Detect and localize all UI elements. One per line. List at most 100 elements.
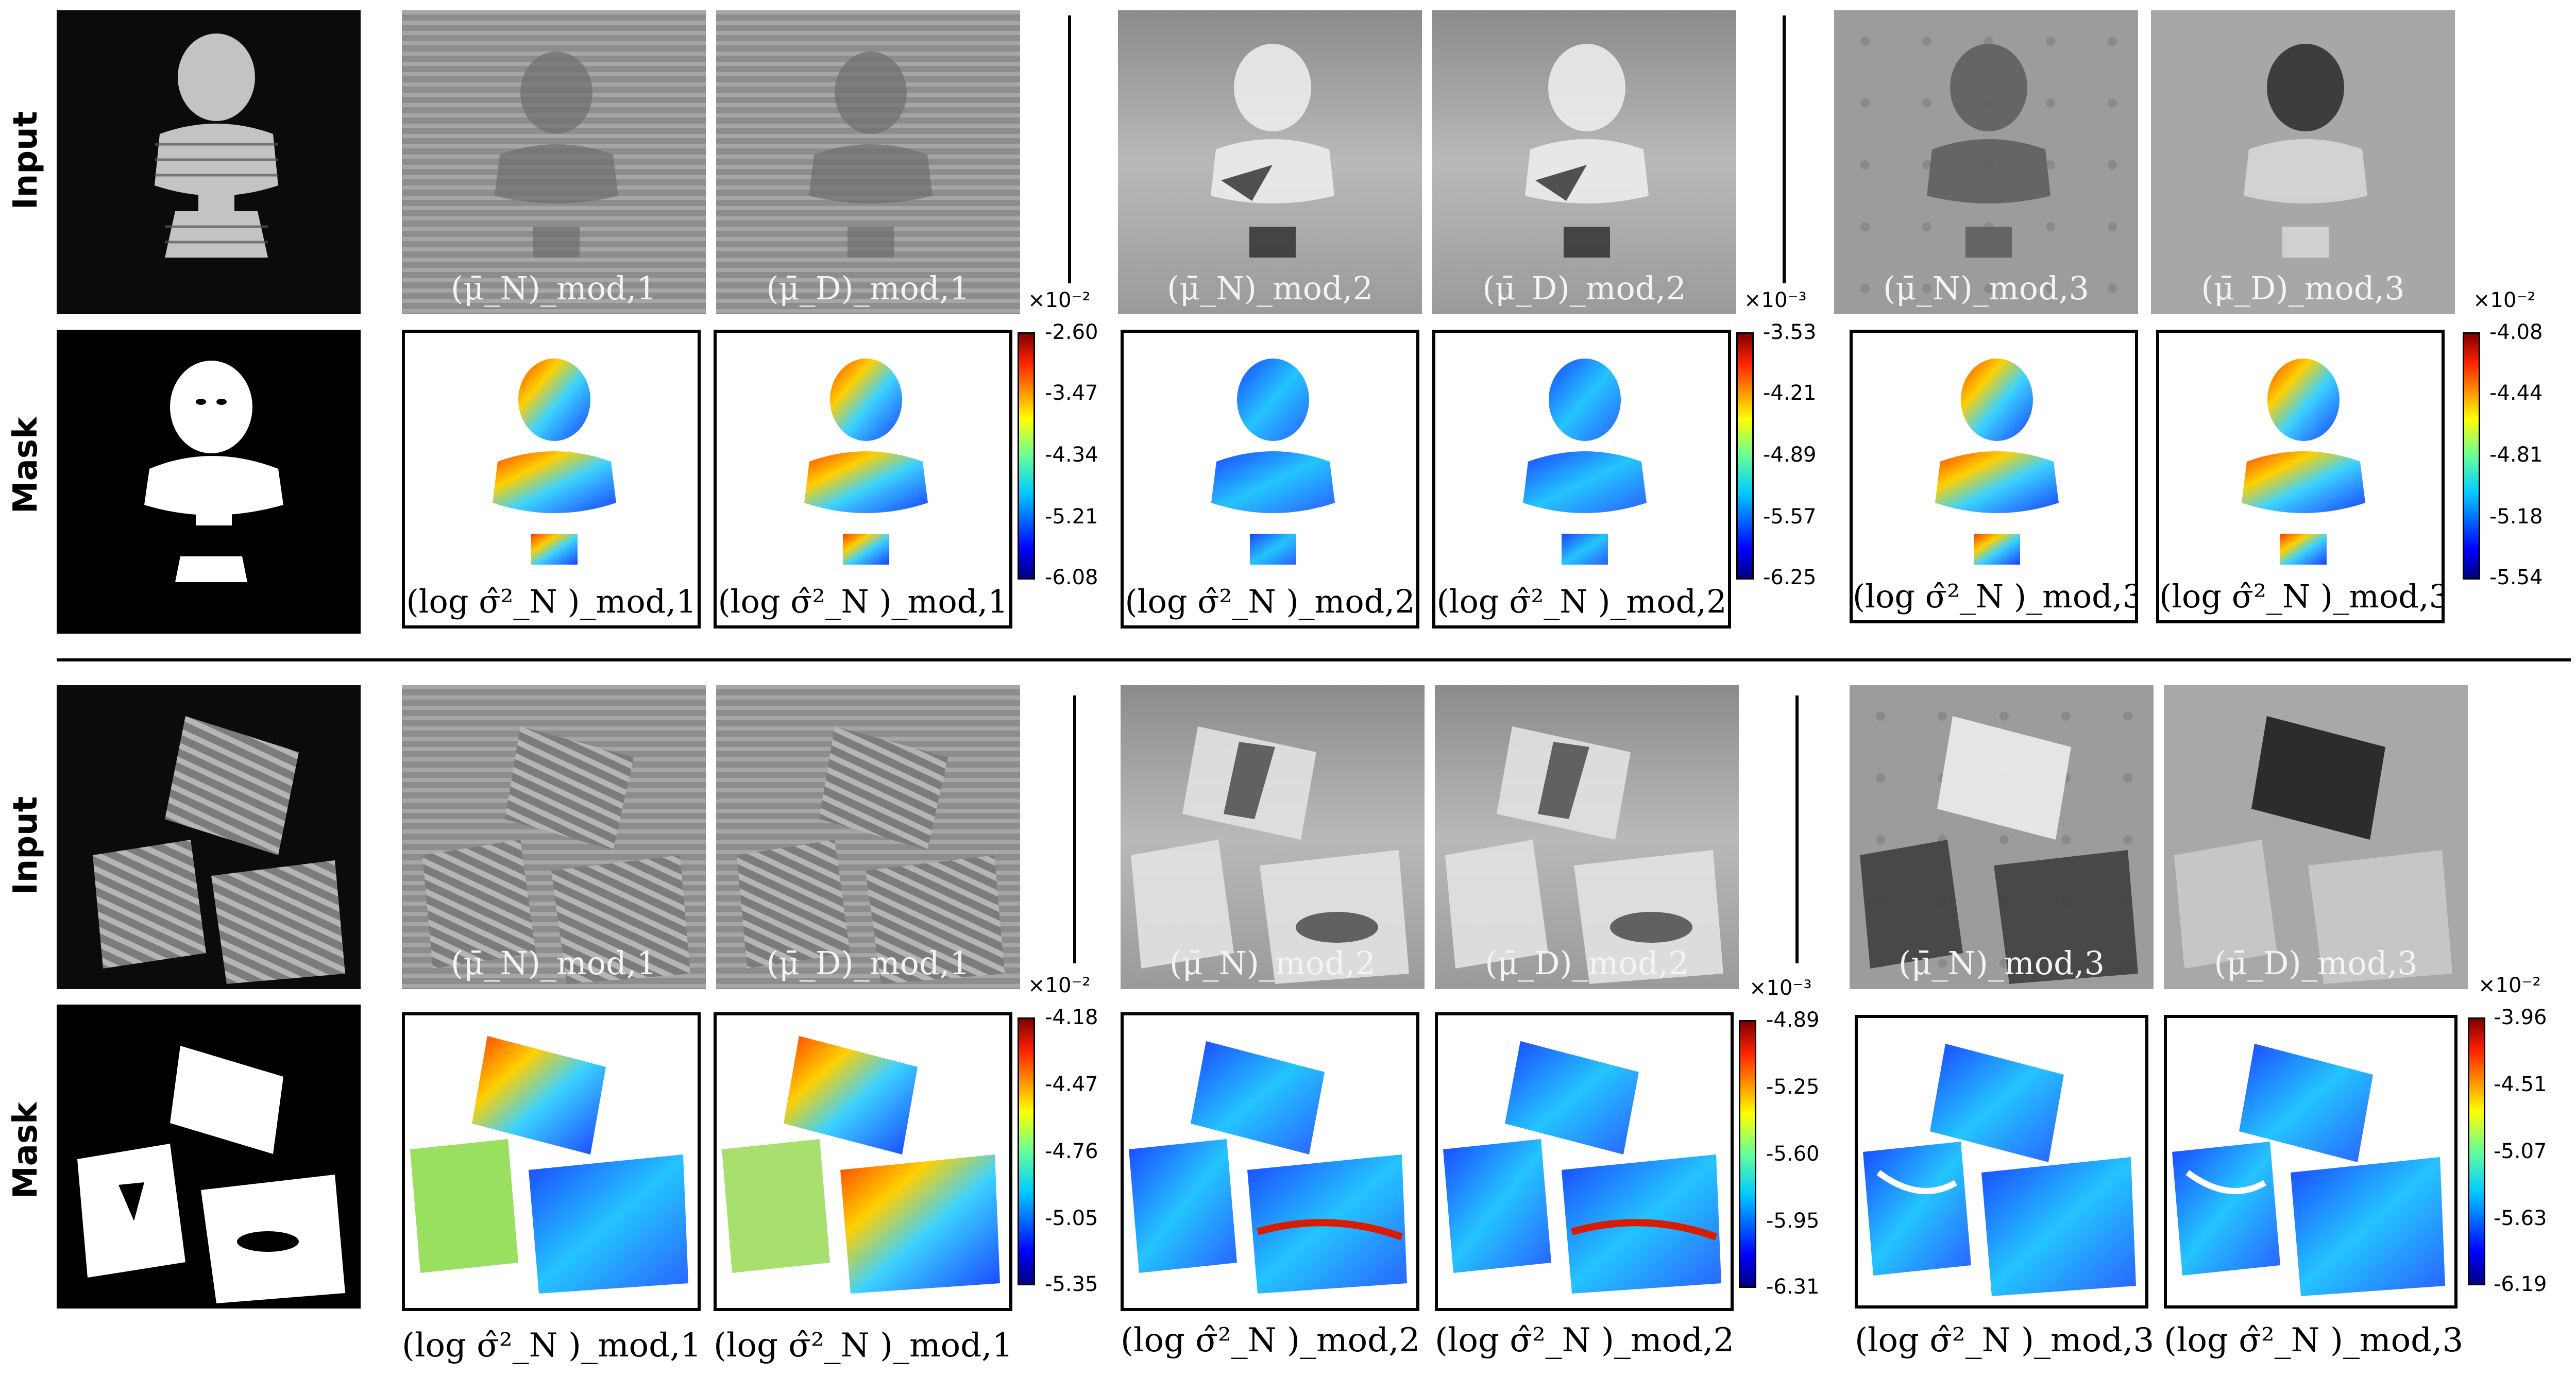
colorbar-2-bottom-tick-0: -4.89 — [1766, 1008, 1820, 1032]
colorbar-3-bottom-tick-2: -5.07 — [2494, 1140, 2547, 1163]
colorbar-3-top-tick-3: -5.18 — [2489, 505, 2543, 529]
colorbar-3-top-tick-4: -5.54 — [2489, 566, 2543, 589]
mu-N-mod1-bottom: (μ̄_N)_mod,1 — [402, 685, 706, 989]
sigma-mod2-a-bottom — [1121, 1012, 1419, 1311]
input-photo-tiles — [57, 685, 361, 989]
colorbar-2-bottom-tick-1: -5.25 — [1766, 1075, 1820, 1099]
row-label-input-bottom: Input — [7, 796, 45, 895]
sigma-mod2-a-top: (log σ̂²_N )_mod,2 — [1121, 330, 1419, 628]
mu-N-mod2-top: (μ̄_N)_mod,2 — [1118, 10, 1422, 314]
colorbar-1-bottom-tick-0: -4.18 — [1045, 1006, 1098, 1029]
caption-mu-N-mod3-top: (μ̄_N)_mod,3 — [1883, 269, 2089, 307]
caption-sigma-mod3-b-top: (log σ̂²_N )_mod,3 — [2159, 577, 2445, 615]
sigma-mod1-a-bottom — [402, 1012, 701, 1311]
caption-sigma-mod2-a-top: (log σ̂²_N )_mod,2 — [1125, 583, 1415, 620]
caption-mu-D-mod1-bottom: (μ̄_D)_mod,1 — [766, 944, 970, 982]
colorbar-3-bottom — [2468, 1017, 2485, 1285]
sigma-mod3-a-bottom — [1855, 1015, 2148, 1309]
colorbar-3-bottom-tick-4: -6.19 — [2494, 1272, 2547, 1296]
caption-sigma-mod3-a-top: (log σ̂²_N )_mod,3 — [1853, 577, 2138, 615]
mu-N-mod1-top: (μ̄_N)_mod,1 — [402, 10, 706, 314]
sigma-mod3-b-bottom — [2164, 1015, 2458, 1309]
colorbar-2-top-tick-3: -5.57 — [1763, 505, 1817, 529]
caption-mu-N-mod1-top: (μ̄_N)_mod,1 — [451, 269, 657, 307]
caption-sigma-mod1-a-bottom: (log σ̂²_N )_mod,1 — [402, 1327, 702, 1365]
colorbar-3-bottom-tick-0: -3.96 — [2494, 1006, 2547, 1029]
colorbar-1-top — [1018, 332, 1035, 580]
row-label-mask-bottom: Mask — [7, 1102, 45, 1199]
vertical-separator-2-bottom — [1795, 695, 1799, 963]
sigma-mod1-b-top: (log σ̂²_N )_mod,1 — [714, 330, 1012, 628]
caption-sigma-mod2-b-top: (log σ̂²_N )_mod,2 — [1436, 583, 1727, 620]
horizontal-divider — [57, 658, 2571, 661]
caption-mu-N-mod1-bottom: (μ̄_N)_mod,1 — [451, 944, 657, 982]
mu-D-mod3-top: (μ̄_D)_mod,3 — [2151, 10, 2455, 314]
colorbar-2-top — [1736, 332, 1754, 580]
vertical-separator-1-bottom — [1073, 695, 1076, 963]
sigma-mod1-b-bottom — [714, 1012, 1012, 1311]
colorbar-3-bottom-tick-3: -5.63 — [2494, 1207, 2547, 1230]
sigma-mod3-b-top: (log σ̂²_N )_mod,3 — [2156, 330, 2445, 623]
mu-N-mod3-top: (μ̄_N)_mod,3 — [1834, 10, 2138, 314]
sigma-mod1-a-top: (log σ̂²_N )_mod,1 — [402, 330, 701, 628]
colorbar-2-bottom — [1739, 1020, 1756, 1288]
mu-D-mod1-bottom: (μ̄_D)_mod,1 — [716, 685, 1020, 989]
row-label-input-top: Input — [7, 111, 45, 210]
caption-sigma-mod1-a-top: (log σ̂²_N )_mod,1 — [406, 583, 697, 620]
vertical-separator-2-top — [1783, 15, 1786, 283]
colorbar-scale-2-bottom: ×10⁻³ — [1749, 976, 1812, 1000]
caption-mu-D-mod3-bottom: (μ̄_D)_mod,3 — [2214, 944, 2418, 982]
mu-D-mod3-bottom: (μ̄_D)_mod,3 — [2164, 685, 2468, 989]
colorbar-2-bottom-tick-2: -5.60 — [1766, 1142, 1820, 1166]
sigma-mod2-b-bottom — [1435, 1012, 1734, 1311]
colorbar-1-top-tick-1: -3.47 — [1045, 381, 1098, 405]
colorbar-2-top-tick-4: -6.25 — [1763, 566, 1817, 589]
colorbar-1-top-tick-3: -5.21 — [1045, 505, 1098, 529]
colorbar-scale-1-bottom: ×10⁻² — [1028, 974, 1091, 997]
colorbar-2-bottom-tick-4: -6.31 — [1766, 1275, 1820, 1299]
sigma-mod2-b-top: (log σ̂²_N )_mod,2 — [1432, 330, 1731, 628]
colorbar-1-bottom — [1018, 1017, 1035, 1285]
mu-D-mod2-bottom: (μ̄_D)_mod,2 — [1435, 685, 1739, 989]
colorbar-1-top-tick-0: -2.60 — [1045, 320, 1098, 344]
colorbar-scale-1-top: ×10⁻² — [1028, 288, 1091, 312]
colorbar-1-bottom-tick-4: -5.35 — [1045, 1272, 1098, 1296]
caption-mu-D-mod3-top: (μ̄_D)_mod,3 — [2201, 269, 2405, 307]
colorbar-3-top-tick-1: -4.44 — [2489, 381, 2543, 405]
colorbar-2-top-tick-0: -3.53 — [1763, 320, 1817, 344]
row-label-mask-top: Mask — [7, 417, 45, 514]
colorbar-scale-3-top: ×10⁻² — [2473, 288, 2536, 312]
mu-N-mod3-bottom: (μ̄_N)_mod,3 — [1850, 685, 2154, 989]
mu-N-mod2-bottom: (μ̄_N)_mod,2 — [1121, 685, 1425, 989]
caption-mu-N-mod2-top: (μ̄_N)_mod,2 — [1167, 269, 1373, 307]
caption-mu-D-mod2-bottom: (μ̄_D)_mod,2 — [1485, 944, 1689, 982]
caption-mu-D-mod2-top: (μ̄_D)_mod,2 — [1482, 269, 1686, 307]
colorbar-1-bottom-tick-2: -4.76 — [1045, 1140, 1098, 1163]
vertical-separator-1-top — [1068, 15, 1071, 283]
input-photo-bust — [57, 10, 361, 314]
caption-sigma-mod1-b-top: (log σ̂²_N )_mod,1 — [718, 583, 1008, 620]
caption-mu-D-mod1-top: (μ̄_D)_mod,1 — [766, 269, 970, 307]
colorbar-3-top-tick-2: -4.81 — [2489, 443, 2543, 467]
caption-mu-N-mod3-bottom: (μ̄_N)_mod,3 — [1899, 944, 2105, 982]
colorbar-scale-3-bottom: ×10⁻² — [2478, 974, 2541, 997]
mask-photo-tiles — [57, 1005, 361, 1309]
colorbar-1-bottom-tick-3: -5.05 — [1045, 1207, 1098, 1230]
mu-D-mod2-top: (μ̄_D)_mod,2 — [1432, 10, 1736, 314]
colorbar-1-top-tick-4: -6.08 — [1045, 566, 1098, 589]
sigma-mod3-a-top: (log σ̂²_N )_mod,3 — [1850, 330, 2138, 623]
mask-photo-bust — [57, 330, 361, 634]
colorbar-3-bottom-tick-1: -4.51 — [2494, 1073, 2547, 1096]
colorbar-3-top-tick-0: -4.08 — [2489, 320, 2543, 344]
caption-sigma-mod3-b-bottom: (log σ̂²_N )_mod,3 — [2164, 1321, 2464, 1360]
mu-D-mod1-top: (μ̄_D)_mod,1 — [716, 10, 1020, 314]
caption-sigma-mod2-a-bottom: (log σ̂²_N )_mod,2 — [1121, 1321, 1420, 1360]
colorbar-3-top — [2463, 332, 2480, 580]
caption-sigma-mod2-b-bottom: (log σ̂²_N )_mod,2 — [1435, 1321, 1735, 1360]
colorbar-2-bottom-tick-3: -5.95 — [1766, 1209, 1820, 1233]
colorbar-1-top-tick-2: -4.34 — [1045, 443, 1098, 467]
caption-sigma-mod3-a-bottom: (log σ̂²_N )_mod,3 — [1855, 1321, 2155, 1360]
caption-mu-N-mod2-bottom: (μ̄_N)_mod,2 — [1170, 944, 1376, 982]
colorbar-scale-2-top: ×10⁻³ — [1744, 288, 1807, 312]
colorbar-2-top-tick-1: -4.21 — [1763, 381, 1817, 405]
